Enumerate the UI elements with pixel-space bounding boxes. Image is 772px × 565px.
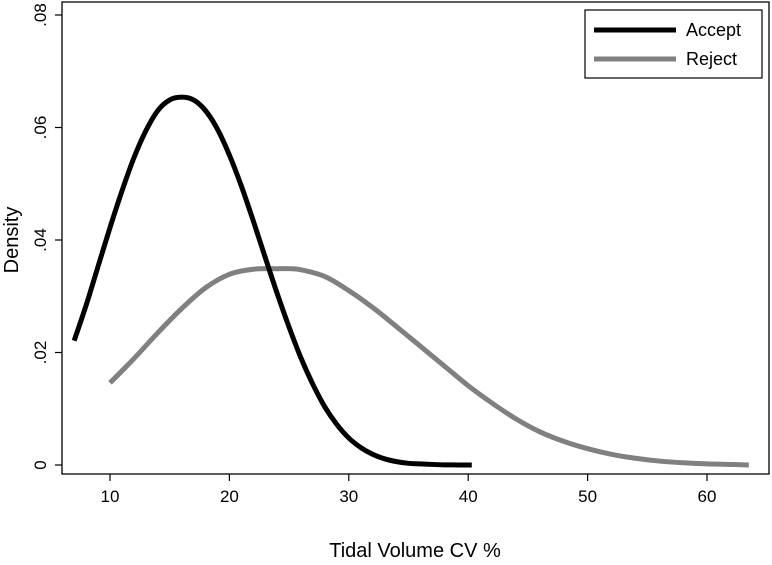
series-line-accept — [71, 94, 472, 468]
x-tick-label: 60 — [698, 487, 717, 506]
x-tick-label: 40 — [459, 487, 478, 506]
series-layer — [71, 94, 749, 468]
x-axis-title: Tidal Volume CV % — [329, 540, 501, 562]
y-axis: 0 .02 .04 .06 .08 — [31, 3, 62, 470]
y-tick-label: .06 — [31, 116, 50, 140]
x-tick-label: 50 — [578, 487, 597, 506]
x-tick-label: 10 — [101, 487, 120, 506]
legend-label-accept: Accept — [686, 20, 741, 40]
series-line-reject — [108, 266, 749, 468]
x-axis: 10 20 30 40 50 60 — [101, 474, 717, 506]
plot-frame — [61, 1, 770, 475]
y-tick-label: .02 — [31, 341, 50, 365]
y-tick-label: 0 — [31, 460, 50, 469]
y-axis-title: Density — [1, 207, 23, 274]
y-tick-label: .04 — [31, 228, 50, 252]
y-tick-label: .08 — [31, 3, 50, 27]
legend-box — [584, 9, 763, 79]
legend-label-reject: Reject — [686, 49, 737, 69]
legend: Accept Reject — [584, 9, 763, 79]
x-tick-label: 30 — [339, 487, 358, 506]
x-tick-label: 20 — [220, 487, 239, 506]
